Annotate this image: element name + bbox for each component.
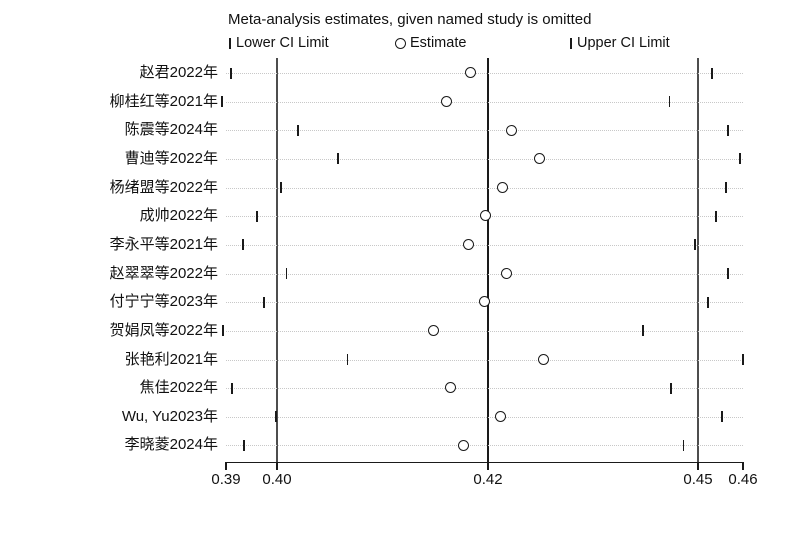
row-dotted-line [226,187,743,189]
upper-ci-marker [669,382,672,394]
estimate-marker [494,411,506,422]
upper-ci-marker [721,411,723,423]
row-dotted-line [226,388,743,390]
row-dotted-line [226,359,743,361]
upper-ci-marker [727,268,729,280]
overall-lower-ci-line [275,58,278,462]
upper-ci-marker [715,210,717,222]
estimate-marker [496,181,508,193]
estimate-marker [463,239,475,251]
upper-ci-marker [694,239,696,251]
estimate-marker [465,67,477,79]
row-dotted-line [226,416,743,418]
study-label: 张艳利2021年 [124,350,218,368]
upper-ci-marker [711,67,713,79]
upper-ci-marker [641,325,644,337]
legend-item-upper: Upper CI Limit [570,35,670,51]
chart-title: Meta-analysis estimates, given named stu… [228,11,592,28]
lower-ci-marker [230,67,232,79]
legend-upper-label: Upper CI Limit [577,35,670,51]
overall-estimate-line [487,58,489,462]
lower-ci-marker [222,325,224,337]
row-dotted-line [226,73,743,74]
lower-ci-marker [242,239,244,251]
row-dotted-line [226,445,743,447]
lower-ci-marker [297,124,299,136]
legend-estimate-label: Estimate [410,35,467,51]
lower-ci-marker-icon [229,37,231,49]
study-label: 焦佳2022年 [139,379,218,397]
study-label: 柳桂红等2021年 [109,92,218,110]
study-label: 曹迪等2022年 [124,149,218,167]
x-axis-tick-label: 0.46 [728,471,758,488]
legend-lower-label: Lower CI Limit [236,35,329,51]
x-axis-tick-label: 0.45 [683,471,713,488]
lower-ci-marker [280,182,282,194]
upper-ci-marker [727,124,729,136]
estimate-marker-icon [395,37,406,49]
row-dotted-line [226,244,743,246]
lower-ci-marker [263,296,266,308]
upper-ci-marker [739,153,741,165]
estimate-marker [457,439,469,451]
x-axis-tick-label: 0.42 [473,471,503,488]
estimate-marker [534,153,546,165]
upper-ci-marker [742,354,744,365]
x-axis-line [226,462,743,463]
x-axis-tick-label: 0.40 [262,471,292,488]
x-axis-tick [276,462,278,470]
upper-ci-marker [725,182,727,194]
overall-upper-ci-line [697,58,700,462]
study-label: 贺娟凤等2022年 [109,321,218,339]
study-label: 陈震等2024年 [124,121,218,139]
estimate-marker [428,325,440,337]
estimate-marker [441,95,453,107]
estimate-marker [480,210,492,222]
lower-ci-marker [346,354,349,365]
x-axis-tick [487,462,489,470]
study-label: Wu, Yu2023年 [121,407,218,425]
lower-ci-marker [285,268,288,280]
study-label: 杨绪盟等2022年 [109,178,218,196]
lower-ci-marker [256,210,258,222]
estimate-marker [479,296,491,308]
study-label: 李永平等2021年 [109,235,218,253]
upper-ci-marker [668,96,671,108]
upper-ci-marker [682,439,685,451]
row-dotted-line [226,101,743,103]
lower-ci-marker [243,439,245,451]
lower-ci-marker [275,411,277,423]
row-dotted-line [226,273,743,275]
x-axis-tick [742,462,744,470]
estimate-marker [501,267,513,279]
lower-ci-marker [231,382,233,394]
study-label-column: 赵君2022年柳桂红等2021年陈震等2024年 曹迪等2022年杨绪盟等2022… [0,0,218,533]
estimate-marker [538,353,550,365]
row-dotted-line [226,330,743,332]
x-axis-tick-label: 0.39 [211,471,241,488]
study-label: 付宁宁等2023年 [109,293,218,311]
upper-ci-marker-icon [570,37,572,49]
legend-item-estimate: Estimate [395,35,466,51]
estimate-marker [445,382,457,394]
study-label: 赵翠翠等2022年 [109,264,218,282]
plot-area: 0.39 0.40 0.42 0.45 0.46 [211,58,758,488]
legend-item-lower: Lower CI Limit [229,35,329,51]
x-axis-tick [697,462,699,470]
row-dotted-line [226,130,743,132]
study-label: 赵君2022年 [139,64,218,81]
lower-ci-marker [221,96,223,108]
chart-legend: Lower CI Limit Estimate Upper CI Limit [0,35,800,53]
x-axis-tick [225,462,227,470]
study-label: 李晓菱2024年 [124,436,218,454]
lower-ci-marker [337,153,339,165]
row-dotted-line [226,158,743,160]
study-label: 成帅2022年 [139,207,218,225]
estimate-marker [506,124,518,136]
upper-ci-marker [707,296,709,308]
